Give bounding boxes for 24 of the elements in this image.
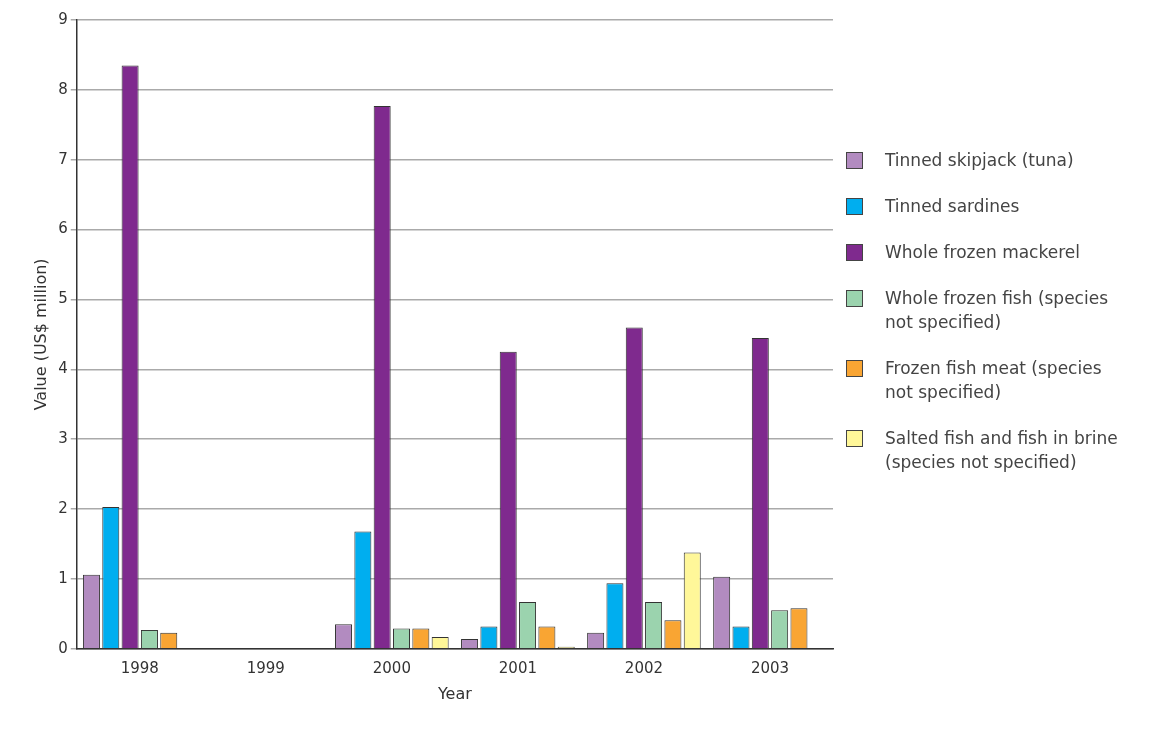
x-tick-label: 1998 (120, 658, 159, 677)
x-axis-title: Year (436, 683, 473, 703)
legend-label: Tinned sardines (885, 195, 1021, 218)
legend-label: Whole frozen fish (species not specified) (885, 287, 1109, 334)
x-tick-label: 1999 (246, 658, 285, 677)
y-tick-label: 1 (58, 568, 68, 587)
x-tick-label: 2003 (750, 658, 790, 677)
y-tick-label: 9 (58, 9, 68, 28)
y-tick-label: 4 (58, 359, 68, 378)
y-tick-label: 0 (58, 638, 68, 657)
x-tick-label: 2000 (372, 658, 411, 677)
legend-label: Tinned skipjack (tuna) (885, 149, 1075, 172)
x-tick-label: 2002 (624, 658, 664, 677)
y-axis-title: Value (US$ million) (30, 258, 50, 411)
x-tick-label: 2001 (498, 658, 537, 677)
y-tick-label: 5 (58, 289, 68, 308)
y-tick-label: 7 (58, 149, 68, 168)
legend-label: Frozen fish meat (species not specified) (885, 357, 1103, 404)
y-tick-label: 6 (58, 219, 68, 238)
y-tick-label: 3 (58, 429, 68, 448)
legend-label: Salted fish and fish in brine (species not specified) (885, 427, 1119, 474)
legend-label: Whole frozen mackerel (885, 241, 1081, 264)
y-tick-label: 8 (58, 79, 68, 98)
y-tick-label: 2 (58, 498, 68, 517)
